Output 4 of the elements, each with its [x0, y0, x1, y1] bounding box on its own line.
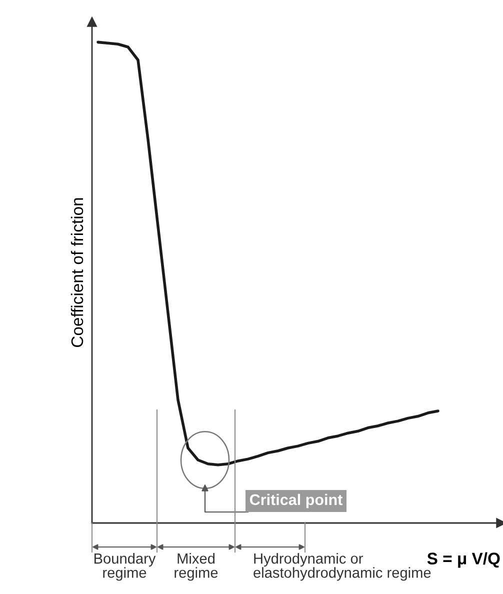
- text: Boundary regime: [94, 553, 156, 581]
- text: Mixed regime: [174, 553, 218, 581]
- y-axis-title: Coefficient of friction: [70, 198, 84, 347]
- annotation: Critical point: [250, 494, 342, 508]
